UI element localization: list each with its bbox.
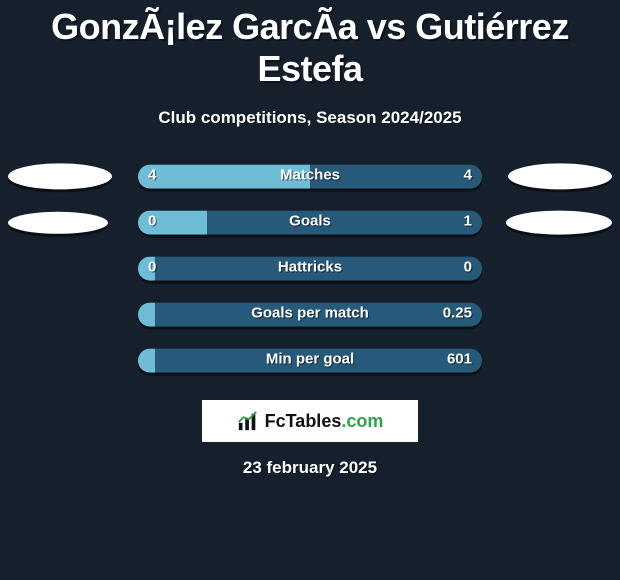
bar-left-fill (138, 165, 310, 189)
right-ellipse (506, 211, 612, 235)
left-ellipse (8, 163, 112, 189)
bar-chart-icon (237, 410, 259, 432)
stat-bar: Goals per match0.25 (138, 303, 482, 327)
bar-left-fill (138, 349, 155, 373)
stat-row: Min per goal601 (0, 340, 620, 386)
bar-right-fill (155, 257, 482, 281)
bar-right-fill (207, 211, 482, 235)
stat-row: Matches44 (0, 156, 620, 202)
stat-bar: Goals01 (138, 211, 482, 235)
page-subtitle: Club competitions, Season 2024/2025 (0, 108, 620, 128)
brand-main: FcTables (265, 411, 342, 431)
comparison-card: GonzÃ¡lez GarcÃ­a vs Gutiérrez Estefa Cl… (0, 0, 620, 580)
stat-bar: Matches44 (138, 165, 482, 189)
stat-bar: Hattricks00 (138, 257, 482, 281)
left-ellipse (8, 212, 108, 234)
bar-left-fill (138, 257, 155, 281)
bar-left-fill (138, 303, 155, 327)
bar-right-fill (155, 349, 482, 373)
brand-logo[interactable]: FcTables.com (202, 400, 418, 442)
brand-text: FcTables.com (265, 411, 384, 432)
bar-right-fill (155, 303, 482, 327)
footer-date: 23 february 2025 (0, 458, 620, 478)
stat-bar: Min per goal601 (138, 349, 482, 373)
stat-row: Goals01 (0, 202, 620, 248)
bar-right-fill (310, 165, 482, 189)
stat-row: Hattricks00 (0, 248, 620, 294)
brand-suffix: .com (341, 411, 383, 431)
stats-section: Matches44 Goals01 Hattricks00 Goals per mat… (0, 156, 620, 386)
page-title: GonzÃ¡lez GarcÃ­a vs Gutiérrez Estefa (0, 0, 620, 90)
stat-row: Goals per match0.25 (0, 294, 620, 340)
bar-left-fill (138, 211, 207, 235)
right-ellipse (508, 163, 612, 189)
